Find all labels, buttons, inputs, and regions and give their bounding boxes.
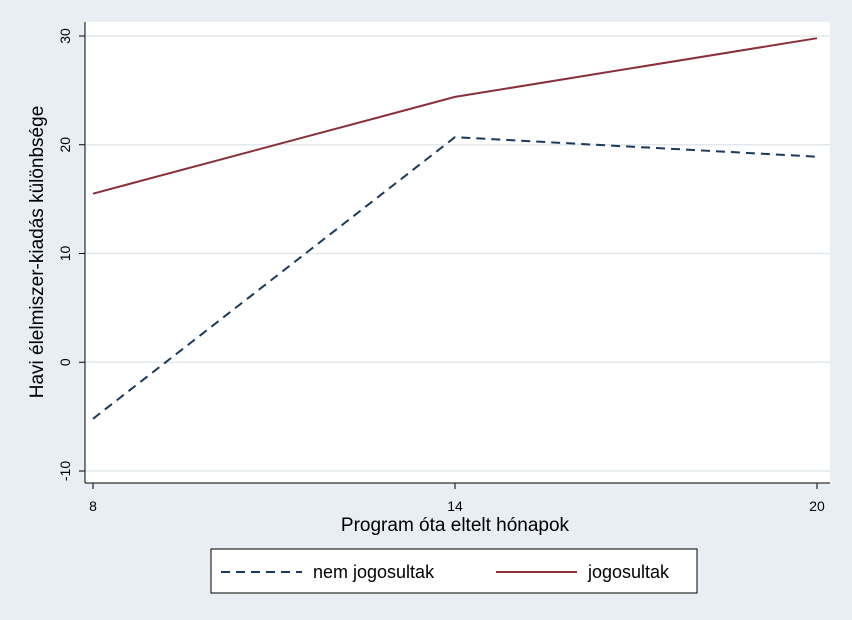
y-ticks: -10 0 10 20 30	[57, 28, 85, 481]
grid-lines	[86, 35, 830, 472]
legend-box	[210, 548, 698, 594]
y-tick-label: 30	[57, 28, 73, 44]
plot-area	[85, 22, 830, 483]
x-tick-label: 20	[809, 498, 825, 514]
legend-label-jogosultak: jogosultak	[587, 562, 670, 582]
legend: nem jogosultak jogosultak	[210, 548, 698, 594]
y-tick-label: 10	[57, 246, 73, 262]
legend-label-nem-jogosultak: nem jogosultak	[313, 562, 435, 582]
x-axis-title: Program óta eltelt hónapok	[341, 515, 570, 536]
y-axis-title: Havi élelmiszer-kiadás különbsége	[27, 106, 48, 399]
x-tick-label: 8	[89, 498, 97, 514]
series-lines	[92, 37, 818, 420]
x-ticks: 8 14 20	[89, 483, 825, 514]
y-tick-label: 0	[57, 358, 73, 366]
x-tick-label: 14	[447, 498, 463, 514]
series-line-nem-jogosultak	[92, 136, 818, 420]
series-line-jogosultak	[92, 37, 818, 195]
y-tick-label: -10	[57, 461, 73, 481]
y-tick-label: 20	[57, 137, 73, 153]
